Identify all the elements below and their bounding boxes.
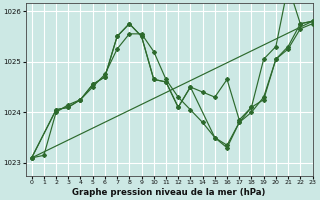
X-axis label: Graphe pression niveau de la mer (hPa): Graphe pression niveau de la mer (hPa) (72, 188, 266, 197)
